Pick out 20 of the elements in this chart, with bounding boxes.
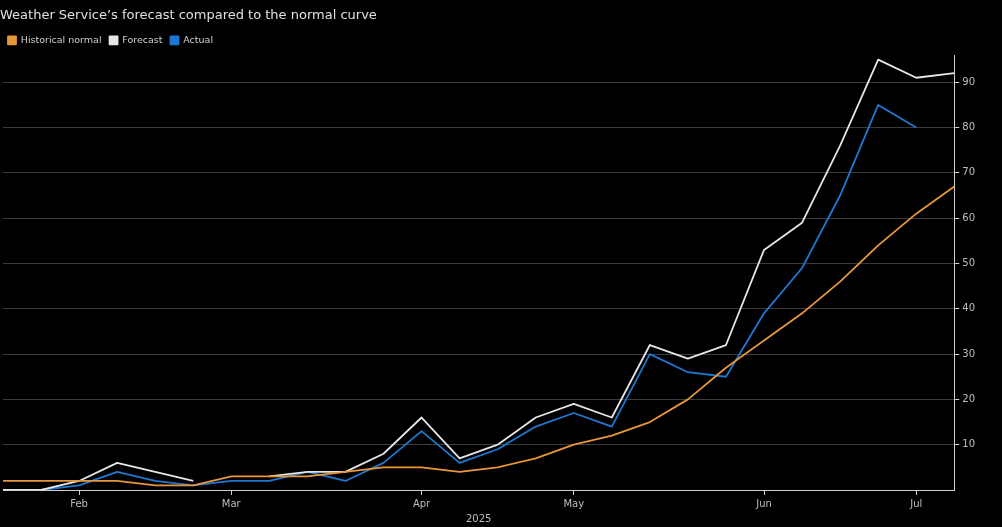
x-tick-label: May [563,497,585,509]
y-tick-label: 60 [962,211,976,223]
y-tick-label: 20 [962,392,976,404]
y-tick-label: 80 [962,121,976,133]
y-tick-label: 30 [962,347,976,359]
legend-label: Forecast [122,33,163,45]
x-tick-label: Mar [221,497,242,509]
x-tick-label: Apr [412,497,432,509]
chart-title: Weather Service’s forecast compared to the normal curve [0,7,377,23]
y-tick-label: 70 [962,166,976,178]
y-tick-label: 90 [962,75,976,87]
x-tick-label: Jul [909,497,923,509]
x-axis-title: 2025 [465,512,492,524]
x-tick-label: Feb [70,497,88,509]
x-tick-label: Jun [755,497,772,509]
legend-label: Historical normal [20,33,102,45]
legend-label: Actual [183,33,214,45]
y-tick-label: 50 [962,257,976,269]
y-tick-label: 40 [962,302,976,314]
y-tick-label: 10 [962,438,976,450]
